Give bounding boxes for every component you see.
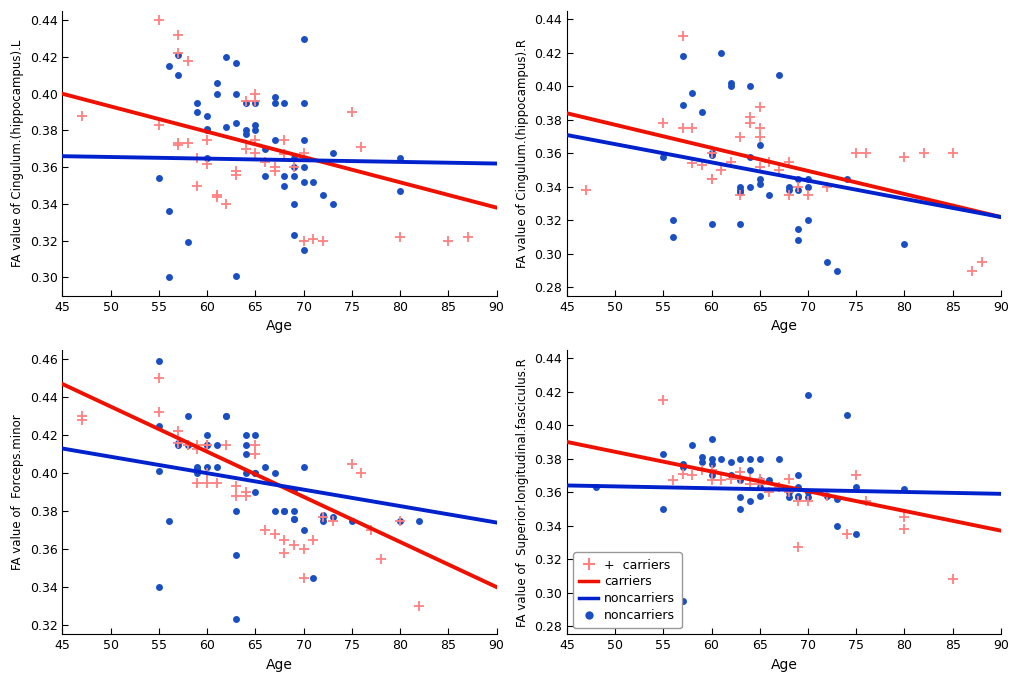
X-axis label: Age: Age	[266, 658, 292, 672]
Legend: +  carriers, carriers, noncarriers, noncarriers: + carriers, carriers, noncarriers, nonca…	[573, 553, 681, 628]
Y-axis label: FA value of Cingulum.(hippocampus).R: FA value of Cingulum.(hippocampus).R	[515, 39, 528, 268]
X-axis label: Age: Age	[266, 319, 292, 333]
Y-axis label: FA value of Cingulum.(hippocampus).L: FA value of Cingulum.(hippocampus).L	[11, 40, 24, 267]
Y-axis label: FA value of  Forceps.minor: FA value of Forceps.minor	[11, 415, 24, 570]
X-axis label: Age: Age	[769, 319, 797, 333]
Y-axis label: FA value of  Superior.longitudinal.fasciculus.R: FA value of Superior.longitudinal.fascic…	[515, 358, 528, 626]
X-axis label: Age: Age	[769, 658, 797, 672]
